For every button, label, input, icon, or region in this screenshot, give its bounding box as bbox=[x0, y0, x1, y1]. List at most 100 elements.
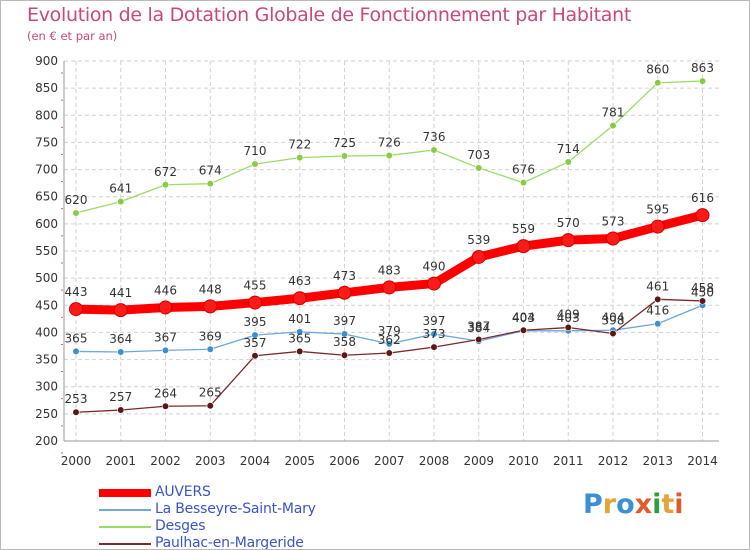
legend-label: La Besseyre-Saint-Mary bbox=[155, 501, 316, 517]
axes bbox=[61, 61, 719, 454]
data-point bbox=[385, 151, 393, 160]
data-point bbox=[72, 347, 80, 356]
data-label: 357 bbox=[244, 336, 267, 350]
data-label: 703 bbox=[467, 148, 490, 162]
data-point bbox=[609, 329, 617, 338]
y-axis-ticks: 200 250 300 350 400 450 500 550 600 650 700 750 800 8… bbox=[35, 54, 58, 448]
data-label: 365 bbox=[65, 331, 88, 345]
data-point bbox=[72, 408, 80, 416]
data-label: 676 bbox=[512, 163, 535, 177]
data-label: 722 bbox=[288, 138, 311, 152]
data-point bbox=[203, 299, 218, 314]
data-point bbox=[206, 345, 214, 353]
y-tick-label: 800 bbox=[35, 108, 58, 122]
data-label: 403 bbox=[512, 311, 535, 325]
data-point bbox=[606, 231, 620, 246]
x-tick-label: 2011 bbox=[553, 454, 584, 468]
data-label: 595 bbox=[646, 203, 669, 217]
x-tick-label: 2009 bbox=[463, 454, 494, 468]
data-point bbox=[382, 280, 397, 295]
data-point bbox=[427, 276, 441, 291]
data-label: 416 bbox=[646, 304, 669, 318]
y-tick-label: 850 bbox=[35, 81, 58, 95]
y-tick-label: 250 bbox=[35, 407, 58, 421]
legend-swatch bbox=[99, 526, 151, 528]
data-label: 443 bbox=[65, 285, 88, 299]
data-label: 616 bbox=[691, 191, 714, 205]
x-tick-label: 2002 bbox=[150, 454, 181, 468]
chart-title: Evolution de la Dotation Globale de Fonc… bbox=[27, 4, 632, 26]
data-label: 404 bbox=[602, 310, 625, 324]
data-point bbox=[117, 348, 125, 356]
data-point bbox=[654, 79, 662, 87]
data-label: 473 bbox=[333, 269, 356, 283]
data-label: 490 bbox=[423, 260, 446, 274]
data-label: 461 bbox=[646, 279, 669, 293]
legend-swatch bbox=[99, 543, 151, 545]
data-label: 264 bbox=[154, 386, 177, 400]
data-label: 384 bbox=[467, 321, 490, 335]
data-point bbox=[564, 323, 572, 332]
data-label: 397 bbox=[423, 314, 446, 328]
data-point bbox=[296, 154, 304, 162]
y-tick-label: 600 bbox=[35, 217, 58, 231]
data-label: 620 bbox=[65, 193, 88, 207]
x-tick-label: 2010 bbox=[508, 454, 539, 468]
x-tick-label: 2004 bbox=[240, 454, 271, 468]
y-tick-label: 550 bbox=[35, 244, 58, 258]
data-point bbox=[385, 349, 393, 357]
data-label: 367 bbox=[154, 330, 177, 344]
x-tick-label: 2003 bbox=[195, 454, 226, 468]
y-tick-label: 400 bbox=[35, 325, 58, 339]
data-label: 674 bbox=[199, 164, 222, 178]
data-point bbox=[251, 160, 259, 168]
data-point bbox=[609, 121, 617, 130]
data-point bbox=[296, 328, 304, 336]
data-label: 714 bbox=[557, 142, 580, 156]
data-point bbox=[117, 406, 125, 414]
data-labels: 443 441 446 448 455 463 473 483 490 539 559 570 573 5… bbox=[65, 61, 714, 406]
data-label: 369 bbox=[199, 329, 222, 343]
data-label: 860 bbox=[646, 63, 669, 77]
data-point bbox=[430, 146, 438, 154]
data-label: 710 bbox=[244, 144, 267, 158]
x-tick-label: 2000 bbox=[61, 454, 92, 468]
data-label: 364 bbox=[109, 332, 132, 346]
data-label: 362 bbox=[378, 333, 401, 347]
data-point bbox=[385, 340, 393, 348]
data-point bbox=[251, 352, 259, 360]
x-tick-label: 2014 bbox=[687, 454, 718, 468]
data-point bbox=[292, 291, 307, 306]
x-tick-label: 2008 bbox=[419, 454, 450, 468]
data-point bbox=[475, 164, 483, 172]
data-label: 448 bbox=[199, 282, 222, 296]
data-point bbox=[113, 303, 128, 318]
y-tick-label: 900 bbox=[35, 54, 58, 68]
data-point bbox=[698, 297, 707, 305]
data-label: 573 bbox=[602, 215, 625, 229]
data-point bbox=[161, 402, 170, 410]
data-point bbox=[251, 331, 259, 339]
data-point bbox=[69, 302, 83, 317]
data-point bbox=[158, 300, 173, 315]
data-label: 863 bbox=[691, 61, 714, 75]
legend-label: AUVERS bbox=[155, 484, 211, 500]
data-label: 404 bbox=[512, 310, 535, 324]
y-tick-label: 650 bbox=[35, 190, 58, 204]
proxiti-logo: Proxiti bbox=[583, 489, 684, 520]
data-point bbox=[519, 326, 528, 334]
legend-swatch bbox=[99, 509, 151, 511]
legend-label: Desges bbox=[155, 518, 206, 534]
data-label: 736 bbox=[423, 130, 446, 144]
data-label: 672 bbox=[154, 165, 177, 179]
y-tick-label: 200 bbox=[35, 434, 58, 448]
data-point bbox=[519, 179, 528, 187]
data-point bbox=[72, 209, 80, 217]
data-label: 387 bbox=[467, 319, 490, 333]
y-tick-label: 450 bbox=[35, 298, 58, 312]
y-tick-label: 700 bbox=[35, 163, 58, 177]
chart-subtitle: (en € et par an) bbox=[27, 29, 118, 43]
data-point bbox=[698, 77, 707, 85]
data-label: 539 bbox=[467, 233, 490, 247]
data-label: 379 bbox=[378, 324, 401, 338]
